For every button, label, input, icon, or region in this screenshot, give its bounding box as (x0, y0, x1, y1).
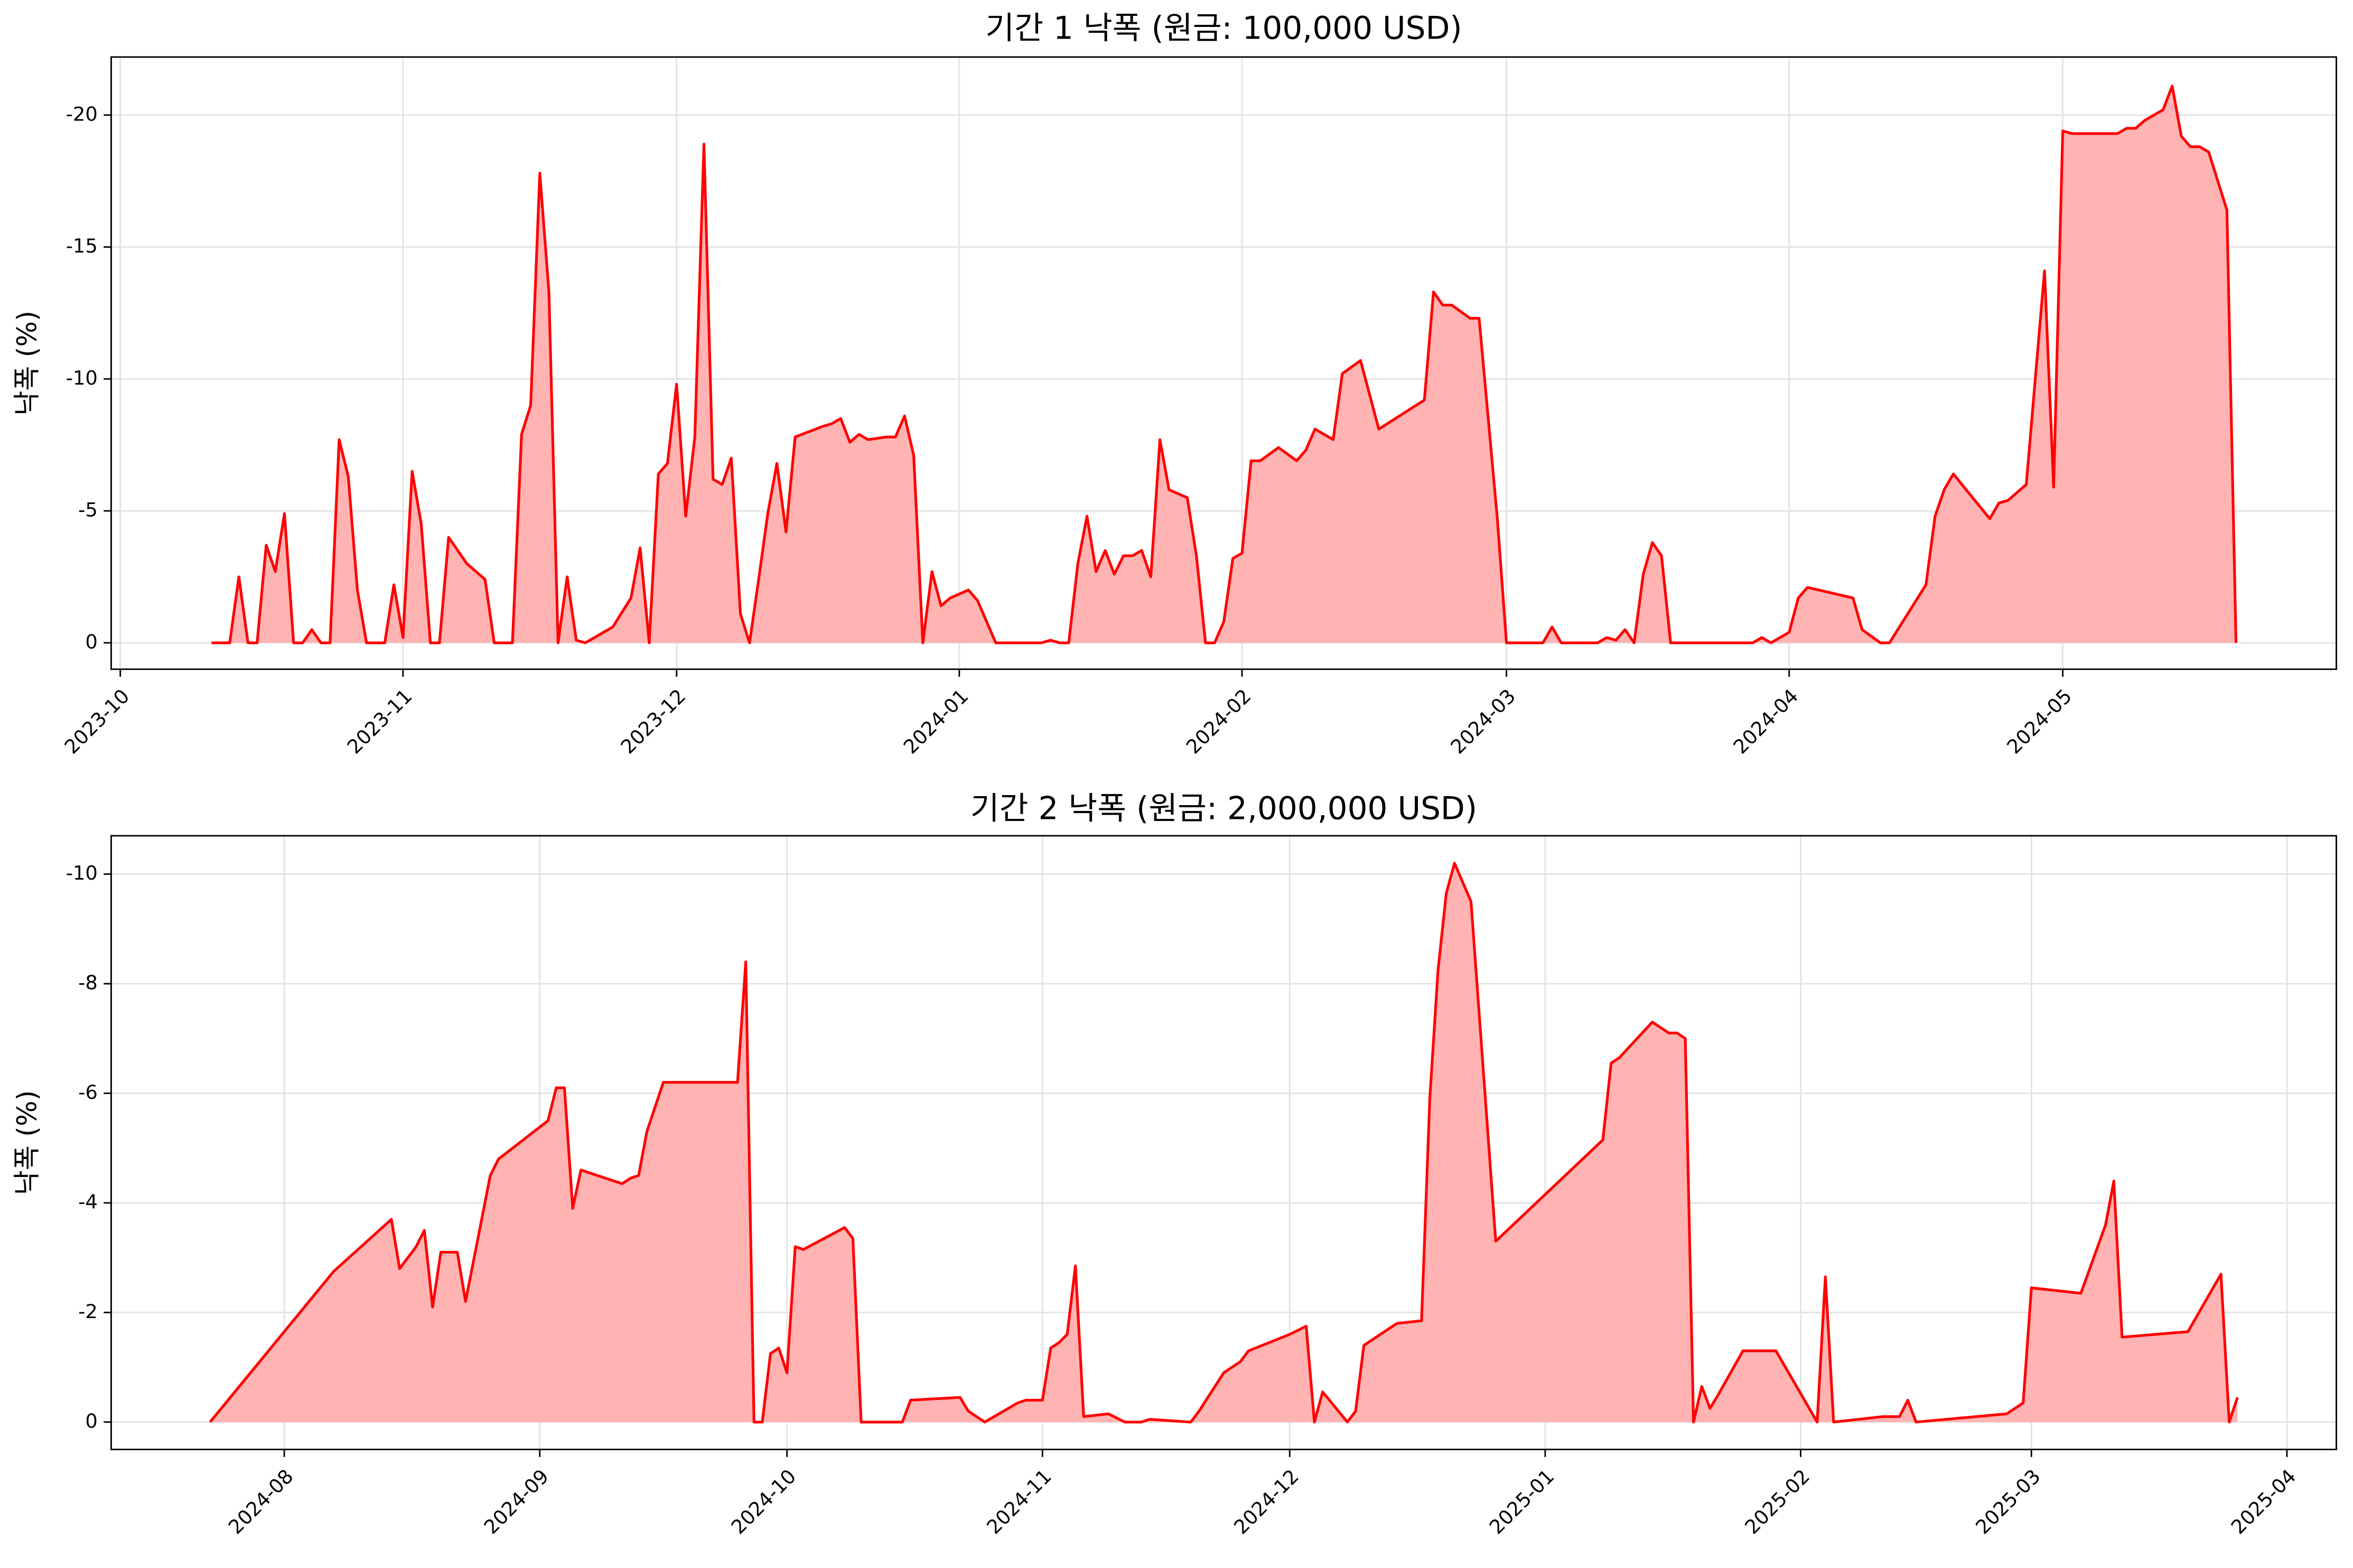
y-tick-label: -8 (78, 972, 98, 994)
y-tick-label: 0 (85, 1410, 97, 1432)
y-tick-label: -10 (66, 367, 98, 389)
chart-title: 기간 1 낙폭 (원금: 100,000 USD) (985, 10, 1462, 46)
x-tick-label: 2024-02 (1182, 685, 1255, 758)
x-tick-label: 2024-08 (224, 1465, 297, 1538)
drawdown-line (209, 862, 2239, 1424)
x-tick-label: 2023-10 (60, 685, 134, 758)
x-tick-label: 2025-02 (1741, 1465, 1814, 1538)
drawdown-area (211, 86, 2236, 643)
plot-frame (110, 835, 2337, 1451)
y-tick-label: -5 (78, 499, 98, 521)
y-tick-label: -4 (78, 1190, 98, 1213)
drawdown-line (211, 85, 2238, 645)
plot-frame (110, 56, 2337, 670)
drawdown-area (210, 863, 2238, 1422)
y-tick-label: -2 (78, 1300, 98, 1323)
x-tick-label: 2024-10 (727, 1465, 800, 1538)
x-tick-label: 2023-11 (343, 685, 416, 758)
y-tick-label: -15 (66, 235, 98, 257)
y-tick-label: -10 (66, 862, 98, 884)
x-tick-label: 2025-04 (2227, 1465, 2300, 1538)
x-tick-label: 2024-09 (480, 1465, 553, 1538)
x-tick-label: 2024-03 (1446, 685, 1520, 758)
subplot: 기간 2 낙폭 (원금: 2,000,000 USD) 낙폭 (%) 0 -2 -4 -6… (12, 790, 2337, 1538)
x-tick-label: 2025-01 (1485, 1465, 1558, 1538)
y-tick-label: -20 (66, 102, 98, 125)
x-tick-label: 2025-03 (1971, 1465, 2044, 1538)
x-tick-label: 2024-04 (1729, 685, 1803, 758)
y-axis-label: 낙폭 (%) (12, 1090, 43, 1195)
y-tick-label: 0 (85, 630, 97, 653)
y-tick-label: -6 (78, 1081, 98, 1104)
x-tick-label: 2024-05 (2003, 685, 2076, 758)
y-axis-label: 낙폭 (%) (12, 311, 43, 416)
x-tick-label: 2024-11 (982, 1465, 1056, 1538)
chart-title: 기간 2 낙폭 (원금: 2,000,000 USD) (970, 790, 1477, 827)
x-tick-label: 2024-12 (1229, 1465, 1303, 1538)
x-tick-label: 2024-01 (899, 685, 973, 758)
x-tick-label: 2023-12 (617, 685, 690, 758)
subplot: 기간 1 낙폭 (원금: 100,000 USD) 낙폭 (%) 0 -5 -10 -15… (12, 10, 2337, 758)
